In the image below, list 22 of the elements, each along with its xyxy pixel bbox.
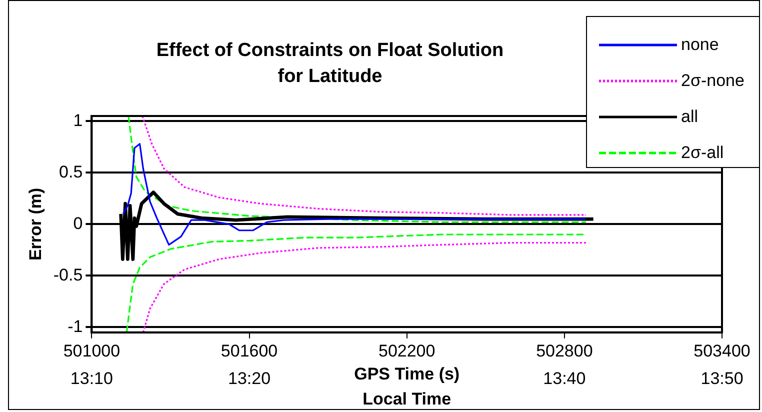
- y-tick-label: 1: [73, 110, 83, 130]
- x-tick-label: 501000: [63, 341, 120, 360]
- x-tick-label: 501600: [220, 341, 278, 360]
- x-tick-label: 503400: [694, 341, 750, 360]
- legend-label: 2σ-none: [681, 71, 744, 91]
- legend-label: all: [681, 107, 698, 127]
- y-tick-label: -0.5: [53, 265, 83, 284]
- legend-label: 2σ-all: [681, 143, 724, 163]
- x2-tick-label: 13:40: [543, 369, 586, 388]
- x-tick-label: 502800: [536, 341, 593, 360]
- chart-title: Effect of Constraints on Float Solution for Latitude: [155, 39, 505, 89]
- y-tick-label: 0: [73, 214, 83, 233]
- legend-label: none: [681, 35, 719, 55]
- x-axis-title: GPS Time (s): [354, 364, 460, 384]
- y-tick-label: -1: [68, 316, 83, 336]
- x2-axis-title: Local Time: [362, 389, 452, 408]
- x2-tick-label: 13:10: [70, 369, 113, 388]
- x2-tick-label: 13:50: [700, 369, 744, 388]
- y-axis-title: Error (m): [26, 188, 45, 261]
- x-tick-label: 502200: [378, 341, 436, 360]
- y-tick-label: 0.5: [59, 162, 83, 182]
- x2-tick-label: 13:20: [228, 369, 271, 388]
